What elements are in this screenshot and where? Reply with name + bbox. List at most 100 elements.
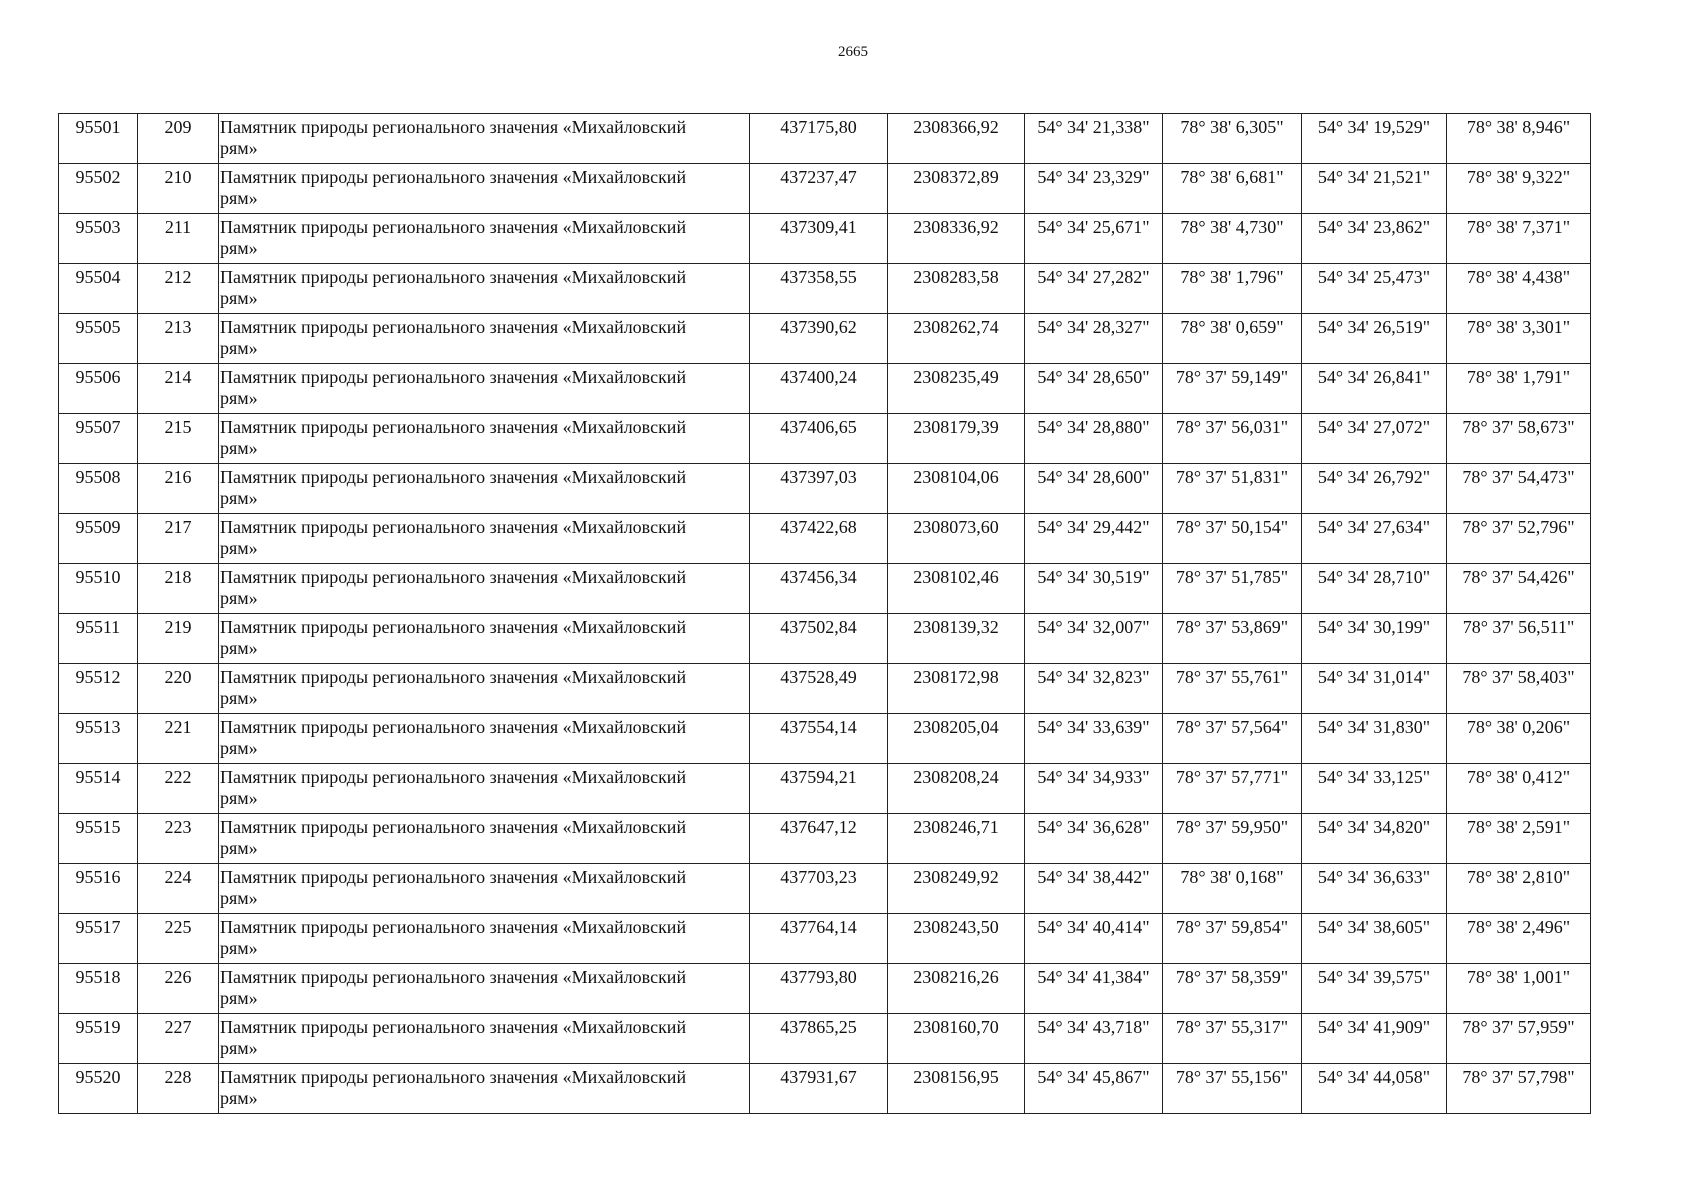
longitude-1-cell: 78° 38' 6,305" xyxy=(1162,113,1302,164)
object-name-cell: Памятник природы регионального значения … xyxy=(218,263,750,314)
object-name: Памятник природы регионального значения … xyxy=(220,317,687,358)
table-row: 95506 214 Памятник природы регионального з… xyxy=(58,363,1591,414)
longitude-1-cell: 78° 37' 55,761" xyxy=(1162,663,1302,714)
object-name-cell: Памятник природы регионального значения … xyxy=(218,763,750,814)
table-row: 95512 220 Памятник природы регионального з… xyxy=(58,663,1591,714)
record-number-cell: 95514 xyxy=(58,763,138,814)
object-name-cell: Памятник природы регионального значения … xyxy=(218,513,750,564)
longitude-1-cell: 78° 37' 50,154" xyxy=(1162,513,1302,564)
table-row: 95519 227 Памятник природы регионального з… xyxy=(58,1013,1591,1064)
table-body: 95501 209 Памятник природы регионального з… xyxy=(58,113,1591,1114)
object-name-cell: Памятник природы регионального значения … xyxy=(218,663,750,714)
table-row: 95510 218 Памятник природы регионального з… xyxy=(58,563,1591,614)
object-name: Памятник природы регионального значения … xyxy=(220,417,687,458)
longitude-2-cell: 78° 38' 3,301" xyxy=(1446,313,1591,364)
record-number-cell: 95506 xyxy=(58,363,138,414)
object-name: Памятник природы регионального значения … xyxy=(220,217,687,258)
table-row: 95513 221 Памятник природы регионального з… xyxy=(58,713,1591,764)
latitude-1-cell: 54° 34' 32,823" xyxy=(1024,663,1163,714)
longitude-1-cell: 78° 37' 53,869" xyxy=(1162,613,1302,664)
longitude-1-cell: 78° 37' 57,564" xyxy=(1162,713,1302,764)
object-name-cell: Памятник природы регионального значения … xyxy=(218,113,750,164)
object-name-cell: Памятник природы регионального значения … xyxy=(218,313,750,364)
latitude-2-cell: 54° 34' 41,909" xyxy=(1301,1013,1447,1064)
point-number-cell: 227 xyxy=(137,1013,219,1064)
object-name-cell: Памятник природы регионального значения … xyxy=(218,163,750,214)
object-name: Памятник природы регионального значения … xyxy=(220,117,687,158)
longitude-2-cell: 78° 37' 54,426" xyxy=(1446,563,1591,614)
longitude-2-cell: 78° 37' 58,403" xyxy=(1446,663,1591,714)
latitude-2-cell: 54° 34' 30,199" xyxy=(1301,613,1447,664)
table-row: 95518 226 Памятник природы регионального з… xyxy=(58,963,1591,1014)
longitude-1-cell: 78° 37' 58,359" xyxy=(1162,963,1302,1014)
longitude-2-cell: 78° 37' 57,798" xyxy=(1446,1063,1591,1114)
x-coordinate-cell: 437422,68 xyxy=(749,513,888,564)
y-coordinate-cell: 2308208,24 xyxy=(887,763,1025,814)
object-name: Памятник природы регионального значения … xyxy=(220,1017,687,1058)
object-name-cell: Памятник природы регионального значения … xyxy=(218,363,750,414)
x-coordinate-cell: 437309,41 xyxy=(749,213,888,264)
point-number-cell: 218 xyxy=(137,563,219,614)
y-coordinate-cell: 2308160,70 xyxy=(887,1013,1025,1064)
latitude-1-cell: 54° 34' 27,282" xyxy=(1024,263,1163,314)
page-number: 2665 xyxy=(838,44,868,60)
record-number-cell: 95511 xyxy=(58,613,138,664)
y-coordinate-cell: 2308235,49 xyxy=(887,363,1025,414)
y-coordinate-cell: 2308366,92 xyxy=(887,113,1025,164)
object-name: Памятник природы регионального значения … xyxy=(220,767,687,808)
object-name: Памятник природы регионального значения … xyxy=(220,867,687,908)
record-number-cell: 95501 xyxy=(58,113,138,164)
x-coordinate-cell: 437865,25 xyxy=(749,1013,888,1064)
longitude-2-cell: 78° 38' 0,412" xyxy=(1446,763,1591,814)
object-name: Памятник природы регионального значения … xyxy=(220,817,687,858)
latitude-2-cell: 54° 34' 31,014" xyxy=(1301,663,1447,714)
x-coordinate-cell: 437793,80 xyxy=(749,963,888,1014)
y-coordinate-cell: 2308179,39 xyxy=(887,413,1025,464)
latitude-2-cell: 54° 34' 27,634" xyxy=(1301,513,1447,564)
y-coordinate-cell: 2308336,92 xyxy=(887,213,1025,264)
point-number-cell: 211 xyxy=(137,213,219,264)
latitude-1-cell: 54° 34' 40,414" xyxy=(1024,913,1163,964)
y-coordinate-cell: 2308205,04 xyxy=(887,713,1025,764)
object-name-cell: Памятник природы регионального значения … xyxy=(218,1013,750,1064)
y-coordinate-cell: 2308172,98 xyxy=(887,663,1025,714)
object-name: Памятник природы регионального значения … xyxy=(220,267,687,308)
longitude-1-cell: 78° 37' 51,785" xyxy=(1162,563,1302,614)
object-name-cell: Памятник природы регионального значения … xyxy=(218,863,750,914)
point-number-cell: 212 xyxy=(137,263,219,314)
object-name: Памятник природы регионального значения … xyxy=(220,967,687,1008)
latitude-2-cell: 54° 34' 34,820" xyxy=(1301,813,1447,864)
longitude-1-cell: 78° 37' 57,771" xyxy=(1162,763,1302,814)
x-coordinate-cell: 437358,55 xyxy=(749,263,888,314)
point-number-cell: 220 xyxy=(137,663,219,714)
object-name: Памятник природы регионального значения … xyxy=(220,167,687,208)
latitude-1-cell: 54° 34' 23,329" xyxy=(1024,163,1163,214)
longitude-2-cell: 78° 37' 56,511" xyxy=(1446,613,1591,664)
latitude-1-cell: 54° 34' 43,718" xyxy=(1024,1013,1163,1064)
table-row: 95503 211 Памятник природы регионального з… xyxy=(58,213,1591,264)
record-number-cell: 95504 xyxy=(58,263,138,314)
y-coordinate-cell: 2308262,74 xyxy=(887,313,1025,364)
table-row: 95502 210 Памятник природы регионального з… xyxy=(58,163,1591,214)
longitude-1-cell: 78° 38' 0,168" xyxy=(1162,863,1302,914)
point-number-cell: 228 xyxy=(137,1063,219,1114)
object-name: Памятник природы регионального значения … xyxy=(220,667,687,708)
x-coordinate-cell: 437703,23 xyxy=(749,863,888,914)
table-row: 95517 225 Памятник природы регионального з… xyxy=(58,913,1591,964)
longitude-2-cell: 78° 37' 58,673" xyxy=(1446,413,1591,464)
object-name-cell: Памятник природы регионального значения … xyxy=(218,913,750,964)
point-number-cell: 214 xyxy=(137,363,219,414)
longitude-1-cell: 78° 37' 55,317" xyxy=(1162,1013,1302,1064)
longitude-2-cell: 78° 38' 0,206" xyxy=(1446,713,1591,764)
x-coordinate-cell: 437390,62 xyxy=(749,313,888,364)
longitude-1-cell: 78° 38' 6,681" xyxy=(1162,163,1302,214)
longitude-1-cell: 78° 37' 56,031" xyxy=(1162,413,1302,464)
latitude-2-cell: 54° 34' 25,473" xyxy=(1301,263,1447,314)
table-row: 95501 209 Памятник природы регионального з… xyxy=(58,113,1591,164)
record-number-cell: 95513 xyxy=(58,713,138,764)
object-name: Памятник природы регионального значения … xyxy=(220,567,687,608)
longitude-1-cell: 78° 37' 51,831" xyxy=(1162,463,1302,514)
y-coordinate-cell: 2308104,06 xyxy=(887,463,1025,514)
table-row: 95508 216 Памятник природы регионального з… xyxy=(58,463,1591,514)
latitude-1-cell: 54° 34' 45,867" xyxy=(1024,1063,1163,1114)
